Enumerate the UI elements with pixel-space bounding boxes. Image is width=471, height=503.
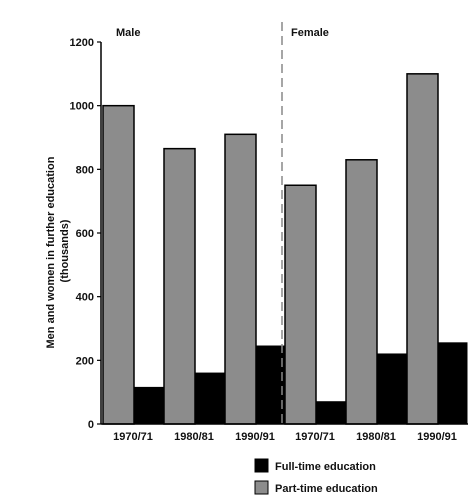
- bar-full-time: [194, 372, 225, 425]
- bar-part-time: [102, 104, 135, 425]
- x-tick-label: 1970/71: [113, 431, 153, 443]
- x-tick-label: 1970/71: [295, 431, 335, 443]
- bar-part-time: [406, 73, 439, 425]
- legend-label: Part-time education: [275, 483, 378, 495]
- y-tick-label: 1200: [70, 37, 94, 49]
- y-tick-label: 200: [76, 355, 94, 367]
- y-axis-title-line2: (thousands): [59, 219, 71, 282]
- bar-full-time: [133, 386, 164, 425]
- panel-labels: Male Female: [116, 27, 329, 39]
- bar-part-time: [345, 159, 378, 425]
- legend: Full-time education Part-time education: [254, 458, 378, 495]
- x-tick-labels: 1970/71 1980/81 1990/91 1970/71 1980/81 1990/…: [113, 431, 457, 443]
- legend-swatch: [254, 458, 269, 473]
- bar-full-time: [376, 353, 407, 425]
- panel-label-male: Male: [116, 27, 140, 39]
- y-axis-title-line1: Men and women in further education: [45, 156, 57, 348]
- y-tick-label: 600: [76, 228, 94, 240]
- y-tick-label: 0: [88, 419, 94, 431]
- bar-part-time: [163, 147, 196, 425]
- legend-swatch: [254, 480, 269, 495]
- panel-label-female: Female: [291, 27, 329, 39]
- bar-full-time: [437, 342, 468, 425]
- x-tick-label: 1990/91: [235, 431, 275, 443]
- bar-full-time: [315, 401, 346, 425]
- y-tick-label: 800: [76, 164, 94, 176]
- bar-part-time: [224, 133, 257, 425]
- x-tick-label: 1990/91: [417, 431, 457, 443]
- legend-label: Full-time education: [275, 461, 376, 473]
- x-tick-label: 1980/81: [174, 431, 214, 443]
- bar-part-time: [284, 184, 317, 425]
- y-tick-label: 1000: [70, 101, 94, 113]
- y-axis-title: Men and women in further education (thou…: [45, 154, 71, 349]
- bars-layer: [102, 73, 468, 425]
- y-tick-label: 400: [76, 292, 94, 304]
- bar-full-time: [255, 345, 286, 425]
- x-tick-label: 1980/81: [356, 431, 396, 443]
- y-ticks: 0 200 400 600 800 1000 1200: [70, 37, 101, 431]
